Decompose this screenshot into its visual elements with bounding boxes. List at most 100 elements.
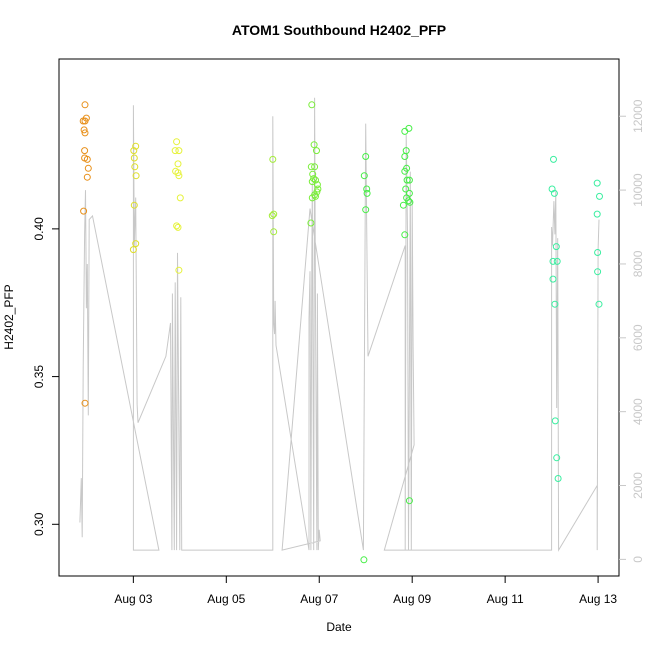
scatter-points <box>79 101 603 564</box>
x-axis-label: Date <box>326 620 352 634</box>
data-point <box>171 147 179 155</box>
x-tick-label: Aug 05 <box>207 592 245 606</box>
x-tick-label: Aug 07 <box>300 592 338 606</box>
data-point <box>80 207 88 215</box>
data-point <box>313 181 321 189</box>
x-tick-label: Aug 11 <box>487 592 524 606</box>
data-point <box>309 170 317 178</box>
data-point <box>312 176 319 184</box>
data-point <box>553 454 561 462</box>
data-point <box>131 163 139 171</box>
data-point <box>405 197 412 205</box>
data-point <box>175 266 183 274</box>
data-point <box>129 246 137 254</box>
data-point <box>308 178 316 186</box>
data-point <box>130 201 138 209</box>
data-point <box>595 300 603 308</box>
data-point <box>550 155 557 163</box>
y-axis-left: 0.30 0.35 0.40 <box>32 217 59 536</box>
data-point <box>405 124 413 132</box>
data-point <box>173 138 181 146</box>
data-point <box>596 192 603 200</box>
data-point <box>132 142 140 150</box>
data-point <box>130 154 138 162</box>
data-point <box>269 155 277 163</box>
y-right-tick-label: 0 <box>631 556 645 563</box>
data-point <box>551 300 559 308</box>
data-point <box>80 126 88 134</box>
data-point <box>311 163 319 171</box>
data-point <box>81 399 89 407</box>
data-point <box>405 497 413 505</box>
y-right-tick-label: 6000 <box>631 324 645 351</box>
data-point <box>83 173 91 181</box>
data-point <box>81 101 89 109</box>
x-tick-label: Aug 13 <box>579 592 617 606</box>
data-point <box>308 101 316 109</box>
data-point <box>362 206 370 214</box>
x-tick-label: Aug 03 <box>114 592 152 606</box>
data-point <box>174 160 182 168</box>
data-point <box>549 275 557 283</box>
data-point <box>268 212 276 220</box>
data-point <box>363 185 371 193</box>
data-point <box>307 219 315 227</box>
data-point <box>402 185 410 193</box>
plot-frame <box>58 58 620 577</box>
data-point <box>363 189 371 197</box>
data-point <box>307 163 315 171</box>
data-point <box>81 147 89 155</box>
data-point <box>81 117 89 125</box>
data-point <box>84 164 92 172</box>
y-axis-label: H2402_PFP <box>2 284 16 349</box>
data-point <box>130 147 138 155</box>
data-point <box>406 198 414 206</box>
x-tick-label: Aug 09 <box>393 592 431 606</box>
data-point <box>175 147 183 155</box>
data-point <box>270 228 278 236</box>
data-point <box>362 153 370 160</box>
y-axis-right: 0 2000 4000 6000 8000 10000 12000 <box>619 99 645 563</box>
y-right-tick-label: 2000 <box>631 472 645 499</box>
data-point <box>312 192 319 200</box>
data-point <box>313 147 320 155</box>
data-point <box>132 240 140 248</box>
data-point <box>401 153 409 160</box>
x-axis: Aug 03 Aug 05 Aug 07 Aug 09 Aug 11 Aug 13 <box>114 576 617 606</box>
data-point <box>401 231 409 239</box>
data-point <box>552 243 560 251</box>
gray-line-series <box>79 97 600 552</box>
data-point <box>593 179 601 187</box>
chart-title: ATOM1 Southbound H2402_PFP <box>232 22 446 38</box>
data-point <box>551 417 559 425</box>
count-line <box>79 97 600 552</box>
y-right-tick-label: 10000 <box>631 173 645 207</box>
data-point <box>403 176 411 184</box>
y-left-tick-label: 0.35 <box>32 365 46 389</box>
data-point <box>174 169 182 177</box>
y-right-tick-label: 12000 <box>631 99 645 133</box>
data-point <box>173 222 181 230</box>
data-point <box>176 194 184 202</box>
data-point <box>593 210 601 218</box>
data-point <box>132 172 140 180</box>
y-right-tick-label: 8000 <box>631 250 645 277</box>
data-point <box>549 257 557 265</box>
data-point <box>594 249 602 256</box>
data-point <box>594 268 602 276</box>
data-point <box>360 172 368 180</box>
data-point <box>310 141 318 149</box>
y-left-tick-label: 0.40 <box>32 217 46 241</box>
data-point <box>553 257 561 265</box>
y-right-tick-label: 4000 <box>631 398 645 425</box>
data-point <box>554 475 562 482</box>
data-point <box>83 155 91 163</box>
data-point <box>174 223 182 231</box>
data-point <box>314 185 322 193</box>
data-point <box>550 189 558 197</box>
data-point <box>360 556 368 564</box>
data-point <box>270 210 278 218</box>
y-left-tick-label: 0.30 <box>32 512 46 536</box>
data-point <box>308 194 316 202</box>
